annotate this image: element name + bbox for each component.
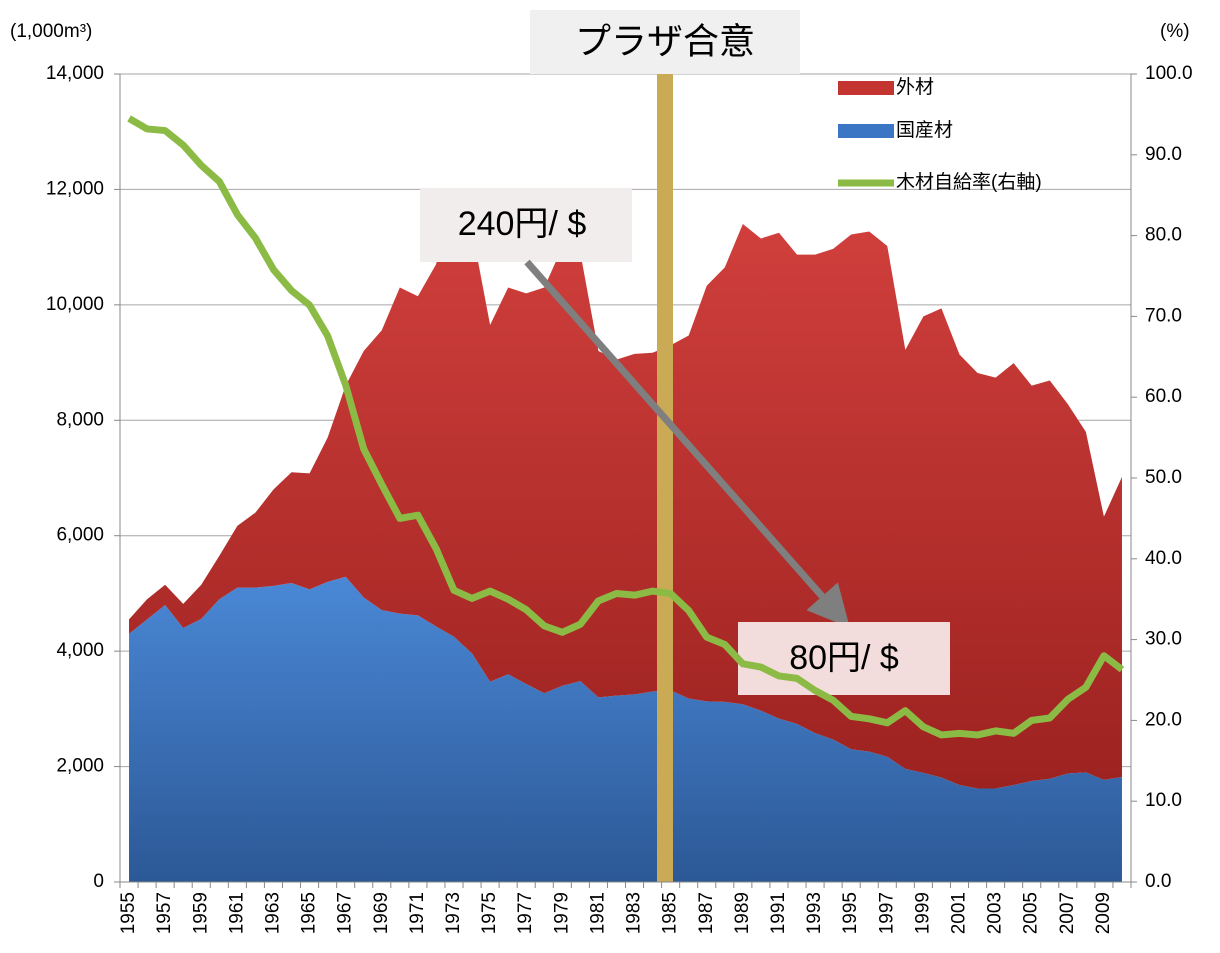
x-tick-label: 2009 [1093, 892, 1114, 934]
x-tick-label: 2007 [1057, 892, 1078, 934]
x-tick-label: 1989 [732, 892, 753, 934]
y-tick-label: 4,000 [56, 640, 104, 661]
annotation: プラザ合意 [575, 21, 755, 62]
annotation-box [420, 188, 632, 262]
x-tick-label: 1995 [840, 892, 861, 934]
x-tick-label: 1969 [371, 892, 392, 934]
y2-tick-label: 20.0 [1145, 709, 1182, 730]
x-tick-label: 1981 [587, 892, 608, 934]
y2-tick-label: 80.0 [1145, 225, 1182, 246]
annotation: 240円/ $ [458, 205, 587, 243]
x-tick-label: 1973 [443, 892, 464, 934]
overlay: プラザ合意 240円/ $ 80円/ $ (1,000m³) (%) 0 2,00… [10, 10, 1193, 934]
y-tick-label: 6,000 [56, 525, 104, 546]
x-tick-label: 1991 [768, 892, 789, 934]
y-tick-label: 10,000 [46, 294, 104, 315]
x-tick-label: 1997 [876, 892, 897, 934]
x-tick-label: 2003 [985, 892, 1006, 934]
y2-tick-label: 0.0 [1145, 871, 1171, 892]
x-tick-label: 1977 [515, 892, 536, 934]
y2-tick-label: 40.0 [1145, 548, 1182, 569]
x-tick-label: 1985 [660, 892, 681, 934]
x-tick-label: 1975 [479, 892, 500, 934]
plaza-band [657, 74, 673, 882]
y2-tick-label: 60.0 [1145, 386, 1182, 407]
legend-swatch [838, 124, 894, 138]
legend-label: 木材自給率(右軸) [896, 171, 1042, 193]
legend-swatch [838, 81, 894, 95]
y-tick-label: 0 [93, 871, 104, 892]
x-tick-label: 1987 [696, 892, 717, 934]
y2-tick-label: 90.0 [1145, 144, 1182, 165]
y-tick-label: 14,000 [46, 63, 104, 84]
annotation: 80円/ $ [789, 639, 899, 677]
y2-tick-label: 10.0 [1145, 790, 1182, 811]
y-tick-label: 2,000 [56, 756, 104, 777]
x-tick-label: 1979 [551, 892, 572, 934]
x-tick-label: 1971 [407, 892, 428, 934]
x-tick-label: 1983 [624, 892, 645, 934]
legend-label: 外材 [896, 76, 934, 98]
y2-tick-label: 70.0 [1145, 305, 1182, 326]
area [129, 576, 1122, 882]
x-tick-label: 1959 [190, 892, 211, 934]
y2-tick-label: 50.0 [1145, 467, 1182, 488]
x-tick-label: 1993 [804, 892, 825, 934]
x-tick-label: 2005 [1021, 892, 1042, 934]
y2-tick-label: 100.0 [1145, 63, 1193, 84]
x-tick-label: 1963 [262, 892, 283, 934]
x-tick-label: 1955 [118, 892, 139, 934]
y-tick-label: 8,000 [56, 409, 104, 430]
arrow [524, 259, 850, 628]
legend-label: 国産材 [896, 119, 953, 141]
x-tick-label: 1965 [299, 892, 320, 934]
x-tick-label: 2001 [949, 892, 970, 934]
y-unit-label: (1,000m³) [10, 21, 92, 42]
y2-unit-label: (%) [1160, 21, 1190, 42]
annotation-box [530, 10, 800, 74]
y-tick-label: 12,000 [46, 178, 104, 199]
x-tick-label: 1999 [912, 892, 933, 934]
line [127, 115, 1125, 739]
x-tick-label: 1957 [154, 892, 175, 934]
x-tick-label: 1961 [226, 892, 247, 934]
annotation-box [738, 622, 950, 695]
x-tick-label: 1967 [335, 892, 356, 934]
y2-tick-label: 30.0 [1145, 629, 1182, 650]
